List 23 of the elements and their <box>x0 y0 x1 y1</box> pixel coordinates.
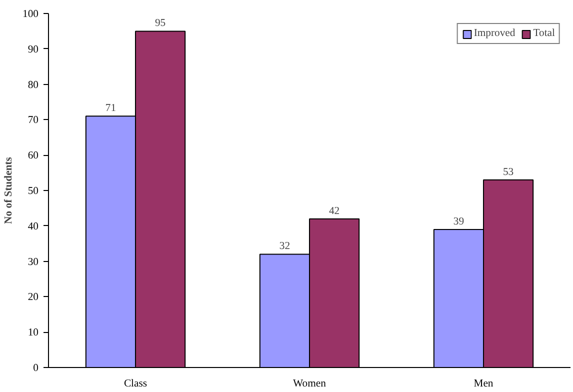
x-tick-label: Men <box>474 378 494 390</box>
data-label: 95 <box>154 18 166 30</box>
data-label: 71 <box>105 103 116 114</box>
y-tick-label: 0 <box>33 363 38 374</box>
legend-label: Improved <box>474 28 516 39</box>
x-tick-label: Women <box>293 378 327 390</box>
legend-label: Total <box>533 28 555 39</box>
y-tick-label: 30 <box>28 256 38 268</box>
y-tick-label: 80 <box>28 80 38 91</box>
data-label: 42 <box>328 206 340 217</box>
y-tick-label: 100 <box>22 9 38 20</box>
y-tick-label: 20 <box>28 292 38 304</box>
x-tick-label: Class <box>124 378 148 390</box>
y-tick-label: 10 <box>28 328 38 339</box>
y-tick-label: 90 <box>28 44 38 56</box>
data-label: 39 <box>453 216 464 228</box>
y-tick-label: 50 <box>28 186 38 197</box>
y-tick-label: 40 <box>28 221 38 232</box>
y-tick-label: 70 <box>28 115 38 126</box>
y-axis-title: No of Students <box>4 157 15 224</box>
data-label: 32 <box>279 241 290 252</box>
y-tick-label: 60 <box>28 150 38 162</box>
data-label: 53 <box>502 166 514 178</box>
